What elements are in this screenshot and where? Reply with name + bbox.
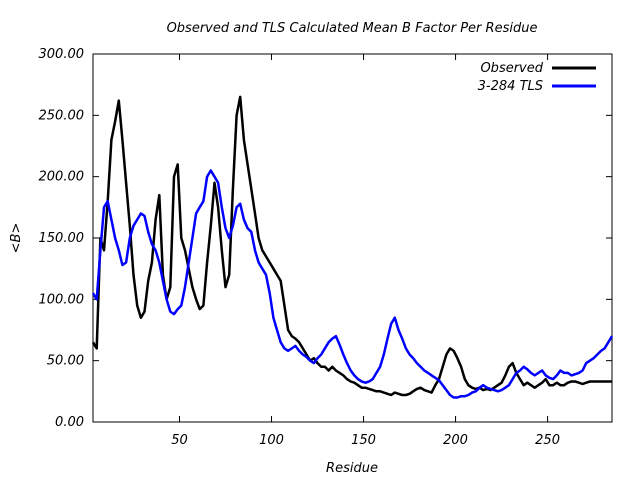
y-tick-label: 300.00: [39, 47, 85, 62]
y-tick-label: 250.00: [39, 108, 85, 123]
y-tick-label: 50.00: [47, 354, 84, 369]
y-tick-label: 200.00: [39, 170, 85, 185]
y-tick-label: 100.00: [39, 292, 85, 307]
x-tick-label: 250: [535, 433, 560, 448]
x-tick-label: 200: [443, 433, 468, 448]
y-tick-label: 150.00: [39, 231, 85, 246]
x-tick-label: 50: [171, 433, 188, 448]
x-tick-label: 100: [259, 433, 284, 448]
legend-label: Observed: [480, 61, 543, 76]
axis-ticks: 0.00 50.00 100.00 150.00 200.00 250.00 300.00 5…: [39, 47, 612, 448]
series-layer: [91, 95, 614, 399]
x-tick-label: 150: [351, 433, 376, 448]
series-tls-line: [91, 169, 614, 399]
y-axis-label: <B>: [9, 223, 24, 254]
series-observed-line: [91, 95, 612, 397]
chart-title: Observed and TLS Calculated Mean B Facto…: [167, 21, 538, 36]
y-tick-label: 0.00: [55, 415, 84, 430]
x-axis-label: Residue: [326, 461, 378, 476]
legend-label: 3-284 TLS: [478, 79, 543, 94]
legend: Observed 3-284 TLS: [478, 61, 596, 94]
